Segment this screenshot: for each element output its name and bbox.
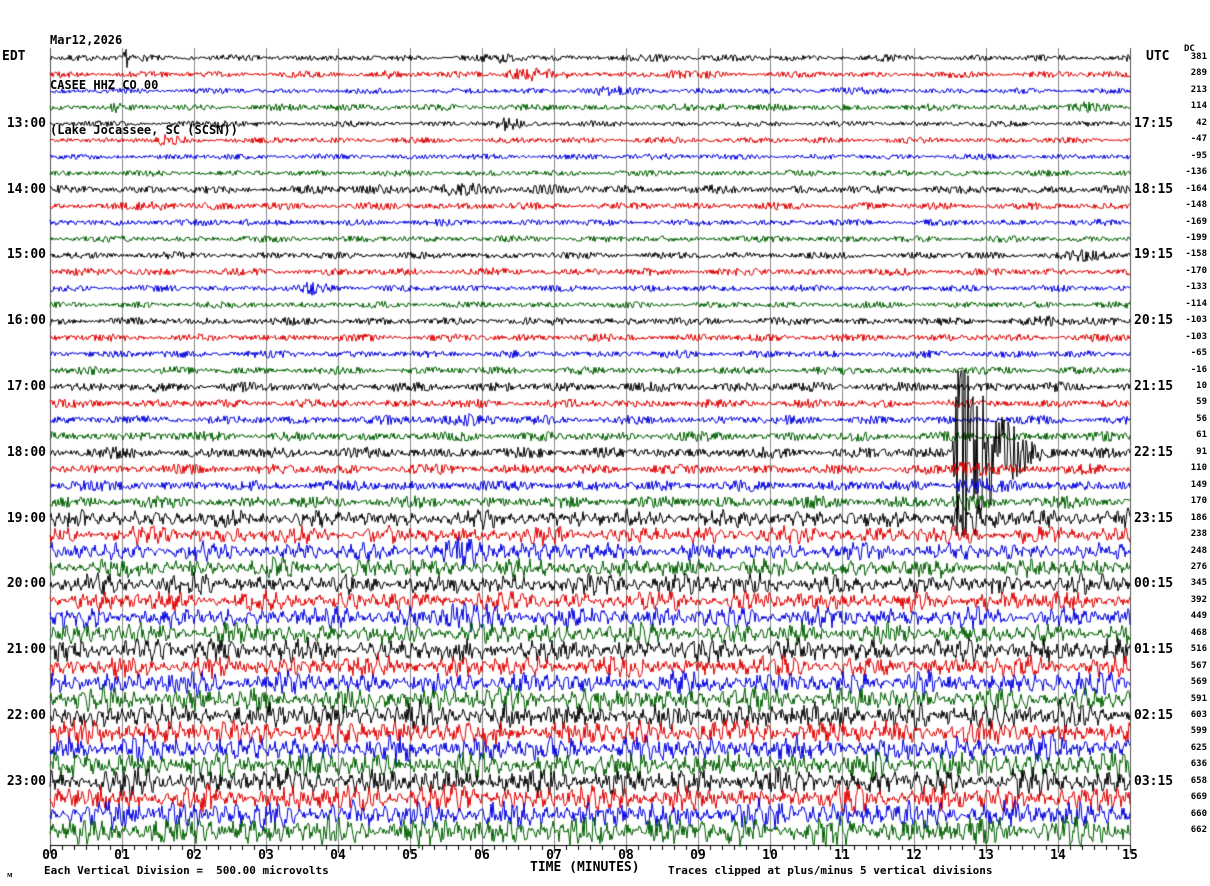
edt-time-label: 19:00: [6, 510, 46, 526]
dc-offset-value: 149: [1190, 479, 1207, 490]
edt-time-label: 14:00: [6, 181, 46, 197]
x-tick-label: 05: [402, 848, 418, 863]
utc-time-label: 21:15: [1134, 379, 1174, 394]
edt-time-label: 18:00: [6, 444, 46, 460]
dc-offset-value: -16: [1190, 364, 1207, 375]
utc-time-label: 00:15: [1134, 576, 1174, 592]
dc-offset-value: -164: [1185, 183, 1207, 194]
edt-time-label: 13:00: [6, 115, 46, 131]
dc-offset-value: 59: [1196, 397, 1207, 408]
utc-time-label: 20:15: [1134, 313, 1174, 329]
title-date: Mar12,2026: [50, 33, 123, 47]
dc-offset-value: 110: [1190, 463, 1207, 474]
utc-time-label: 18:15: [1134, 181, 1174, 197]
dc-offset-value: -169: [1185, 216, 1207, 227]
x-tick-label: 13: [978, 848, 994, 863]
dc-offset-value: 248: [1190, 545, 1207, 556]
dc-offset-value: 658: [1190, 775, 1207, 786]
utc-time-label: 01:15: [1134, 642, 1174, 658]
dc-offset-value: 516: [1190, 644, 1207, 655]
x-tick-label: 04: [330, 848, 346, 863]
dc-offset-value: 569: [1190, 677, 1207, 688]
edt-header: EDT: [2, 49, 26, 64]
edt-time-label: 20:00: [6, 576, 46, 592]
x-tick-label: 14: [1050, 848, 1066, 863]
dc-offset-value: -95: [1190, 150, 1207, 161]
edt-time-label: 23:00: [6, 773, 46, 789]
dc-offset-value: 660: [1190, 808, 1207, 819]
dc-offset-value: 213: [1190, 84, 1207, 95]
utc-header: UTC: [1146, 49, 1170, 64]
dc-offset-value: 276: [1190, 561, 1207, 572]
x-tick-label: 15: [1122, 848, 1138, 863]
edt-time-label: 21:00: [6, 642, 46, 658]
title-station: CASEE HHZ CO 00: [50, 78, 159, 92]
dc-offset-value: 114: [1190, 101, 1207, 112]
dc-offset-value: 603: [1190, 710, 1207, 720]
utc-time-label: 23:15: [1134, 510, 1174, 526]
dc-offset-value: 669: [1190, 792, 1207, 803]
dc-offset-value: 591: [1190, 693, 1207, 704]
dc-offset-value: 449: [1190, 611, 1207, 622]
x-axis-title: TIME (MINUTES): [530, 860, 640, 875]
utc-time-label: 02:15: [1134, 708, 1174, 723]
dc-offset-value: -65: [1190, 348, 1207, 359]
x-tick-label: 07: [546, 848, 562, 863]
x-tick-label: 06: [474, 848, 490, 863]
utc-time-label: 17:15: [1134, 115, 1174, 131]
dc-offset-value: 42: [1196, 117, 1207, 128]
dc-offset-value: -103: [1185, 331, 1207, 342]
dc-offset-value: 625: [1190, 742, 1207, 753]
dc-offset-value: -158: [1185, 249, 1207, 260]
utc-time-label: 19:15: [1134, 247, 1174, 263]
dc-offset-value: 345: [1190, 578, 1207, 589]
x-tick-label: 10: [762, 848, 778, 863]
dc-offset-value: 91: [1196, 446, 1207, 457]
dc-offset-value: -47: [1190, 134, 1207, 145]
x-tick-label: 01: [114, 848, 130, 863]
x-tick-label: 12: [906, 848, 922, 863]
dc-offset-value: 238: [1190, 529, 1207, 540]
x-tick-label: 11: [834, 848, 850, 863]
dc-header: DC: [1184, 44, 1195, 54]
dc-offset-value: 61: [1196, 430, 1207, 441]
x-tick-label: 08: [618, 848, 634, 863]
title-location: (Lake Jocassee, SC (SCSN)): [50, 123, 238, 137]
dc-offset-value: 56: [1196, 413, 1207, 424]
edt-time-label: 17:00: [6, 379, 46, 394]
dc-offset-value: 289: [1190, 68, 1207, 79]
scale-note: Each Vertical Division = 500.00 microvol…: [44, 864, 329, 877]
dc-offset-value: 662: [1190, 825, 1207, 836]
dc-offset-value: 468: [1190, 627, 1207, 638]
clip-note: Traces clipped at plus/minus 5 vertical …: [668, 864, 993, 877]
dc-offset-value: -133: [1185, 282, 1207, 293]
utc-time-label: 22:15: [1134, 444, 1174, 460]
utc-time-label: 03:15: [1134, 773, 1174, 789]
x-tick-label: 03: [258, 848, 274, 863]
dc-offset-value: 186: [1190, 512, 1207, 523]
title-block: Mar12,2026 CASEE HHZ CO 00 (Lake Jocasse…: [50, 3, 238, 168]
dc-offset-value: 567: [1190, 660, 1207, 671]
dc-offset-value: 392: [1190, 594, 1207, 605]
dc-offset-value: 636: [1190, 759, 1207, 770]
edt-time-label: 22:00: [6, 708, 46, 723]
x-tick-label: 09: [690, 848, 706, 863]
x-tick-label: 02: [186, 848, 202, 863]
dc-offset-value: 170: [1190, 496, 1207, 507]
x-tick-label: 00: [42, 848, 58, 863]
dc-offset-value: -103: [1185, 315, 1207, 326]
dc-offset-value: -148: [1185, 200, 1207, 211]
dc-offset-value: -199: [1185, 232, 1207, 243]
edt-time-label: 16:00: [6, 313, 46, 329]
dc-offset-value: 381: [1190, 52, 1207, 62]
edt-time-label: 15:00: [6, 247, 46, 263]
dc-offset-value: -170: [1185, 265, 1207, 276]
dc-offset-value: -114: [1185, 298, 1207, 309]
dc-offset-value: 599: [1190, 726, 1207, 737]
dc-offset-value: -136: [1185, 167, 1207, 178]
watermark-glyph: ᴍ: [7, 870, 13, 879]
dc-offset-value: 10: [1196, 381, 1207, 391]
